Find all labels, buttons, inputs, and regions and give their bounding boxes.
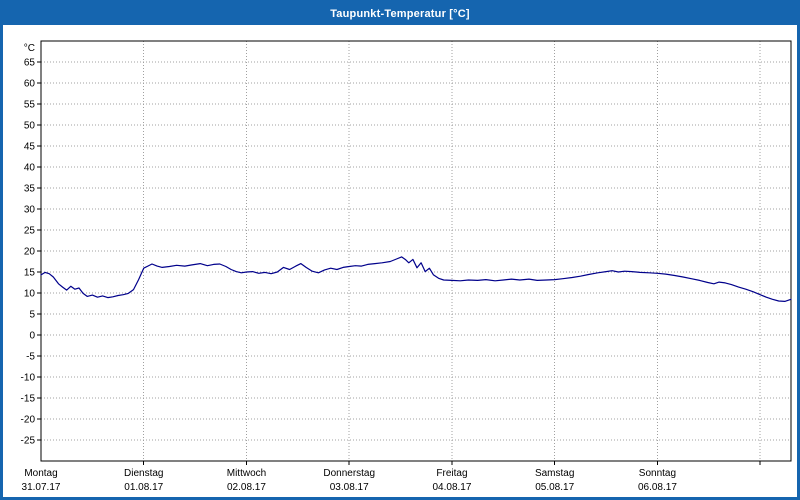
dewpoint-line (40, 256, 792, 302)
chart-svg: -25 -20 -15 -10 -5 0 5 10 15 20 25 30 35 40 45 50 55 60 65… (21, 40, 792, 493)
y-tick-label: -10 (21, 373, 36, 384)
x-day-date-label: 05.08.17 (535, 482, 574, 493)
y-tick-label: 40 (24, 163, 36, 174)
x-day-date-label: 01.08.17 (124, 482, 163, 493)
y-axis-unit-label: °C (24, 43, 35, 54)
x-day-name-label: Freitag (436, 468, 467, 479)
y-tick-label: -5 (26, 352, 35, 363)
window-title: Taupunkt-Temperatur [°C] (330, 8, 470, 20)
x-day-date-label: 03.08.17 (330, 482, 369, 493)
chart-area: -25 -20 -15 -10 -5 0 5 10 15 20 25 30 35 40 45 50 55 60 65… (3, 25, 797, 497)
y-tick-label: -15 (21, 394, 36, 405)
x-day-name-label: Samstag (535, 468, 574, 479)
x-day-date-label: 31.07.17 (22, 482, 61, 493)
y-tick-label: 10 (24, 289, 36, 300)
x-day-name-label: Donnerstag (323, 468, 375, 479)
y-tick-label: 65 (24, 58, 36, 69)
y-tick-label: -20 (21, 415, 36, 426)
x-day-date-label: 04.08.17 (432, 482, 471, 493)
x-day-name-label: Dienstag (124, 468, 163, 479)
y-tick-label: 25 (24, 226, 36, 237)
y-tick-label: -25 (21, 436, 36, 447)
y-tick-label: 55 (24, 100, 36, 111)
y-tick-label: 15 (24, 268, 36, 279)
x-day-date-label: 02.08.17 (227, 482, 266, 493)
y-tick-label: 50 (24, 121, 36, 132)
y-tick-label: 60 (24, 79, 36, 90)
y-tick-label: 0 (29, 331, 35, 342)
x-day-date-label: 06.08.17 (638, 482, 677, 493)
title-bar[interactable]: Taupunkt-Temperatur [°C] (3, 3, 797, 25)
y-tick-label: 5 (29, 310, 35, 321)
y-tick-label: 45 (24, 142, 36, 153)
x-day-name-label: Sonntag (639, 468, 676, 479)
y-tick-label: 35 (24, 184, 36, 195)
y-tick-label: 30 (24, 205, 36, 216)
x-day-name-label: Mittwoch (227, 468, 266, 479)
x-day-name-label: Montag (24, 468, 57, 479)
plot-frame (40, 40, 792, 462)
y-tick-label: 20 (24, 247, 36, 258)
